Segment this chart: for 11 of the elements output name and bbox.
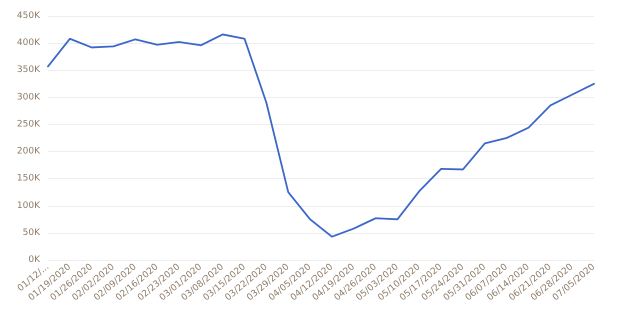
y-tick-label: 50K — [22, 228, 42, 238]
y-tick-label: 450K — [16, 11, 42, 21]
line-series — [47, 34, 595, 238]
y-tick-label: 250K — [16, 119, 42, 130]
y-tick-label: 400K — [16, 38, 42, 48]
y-tick-label: 200K — [16, 146, 42, 157]
y-tick-label: 300K — [16, 92, 42, 102]
y-tick-label: 150K — [16, 174, 42, 184]
y-tick-label: 100K — [16, 200, 42, 211]
y-tick-label: 0K — [28, 255, 42, 265]
y-tick-label: 350K — [16, 65, 42, 76]
